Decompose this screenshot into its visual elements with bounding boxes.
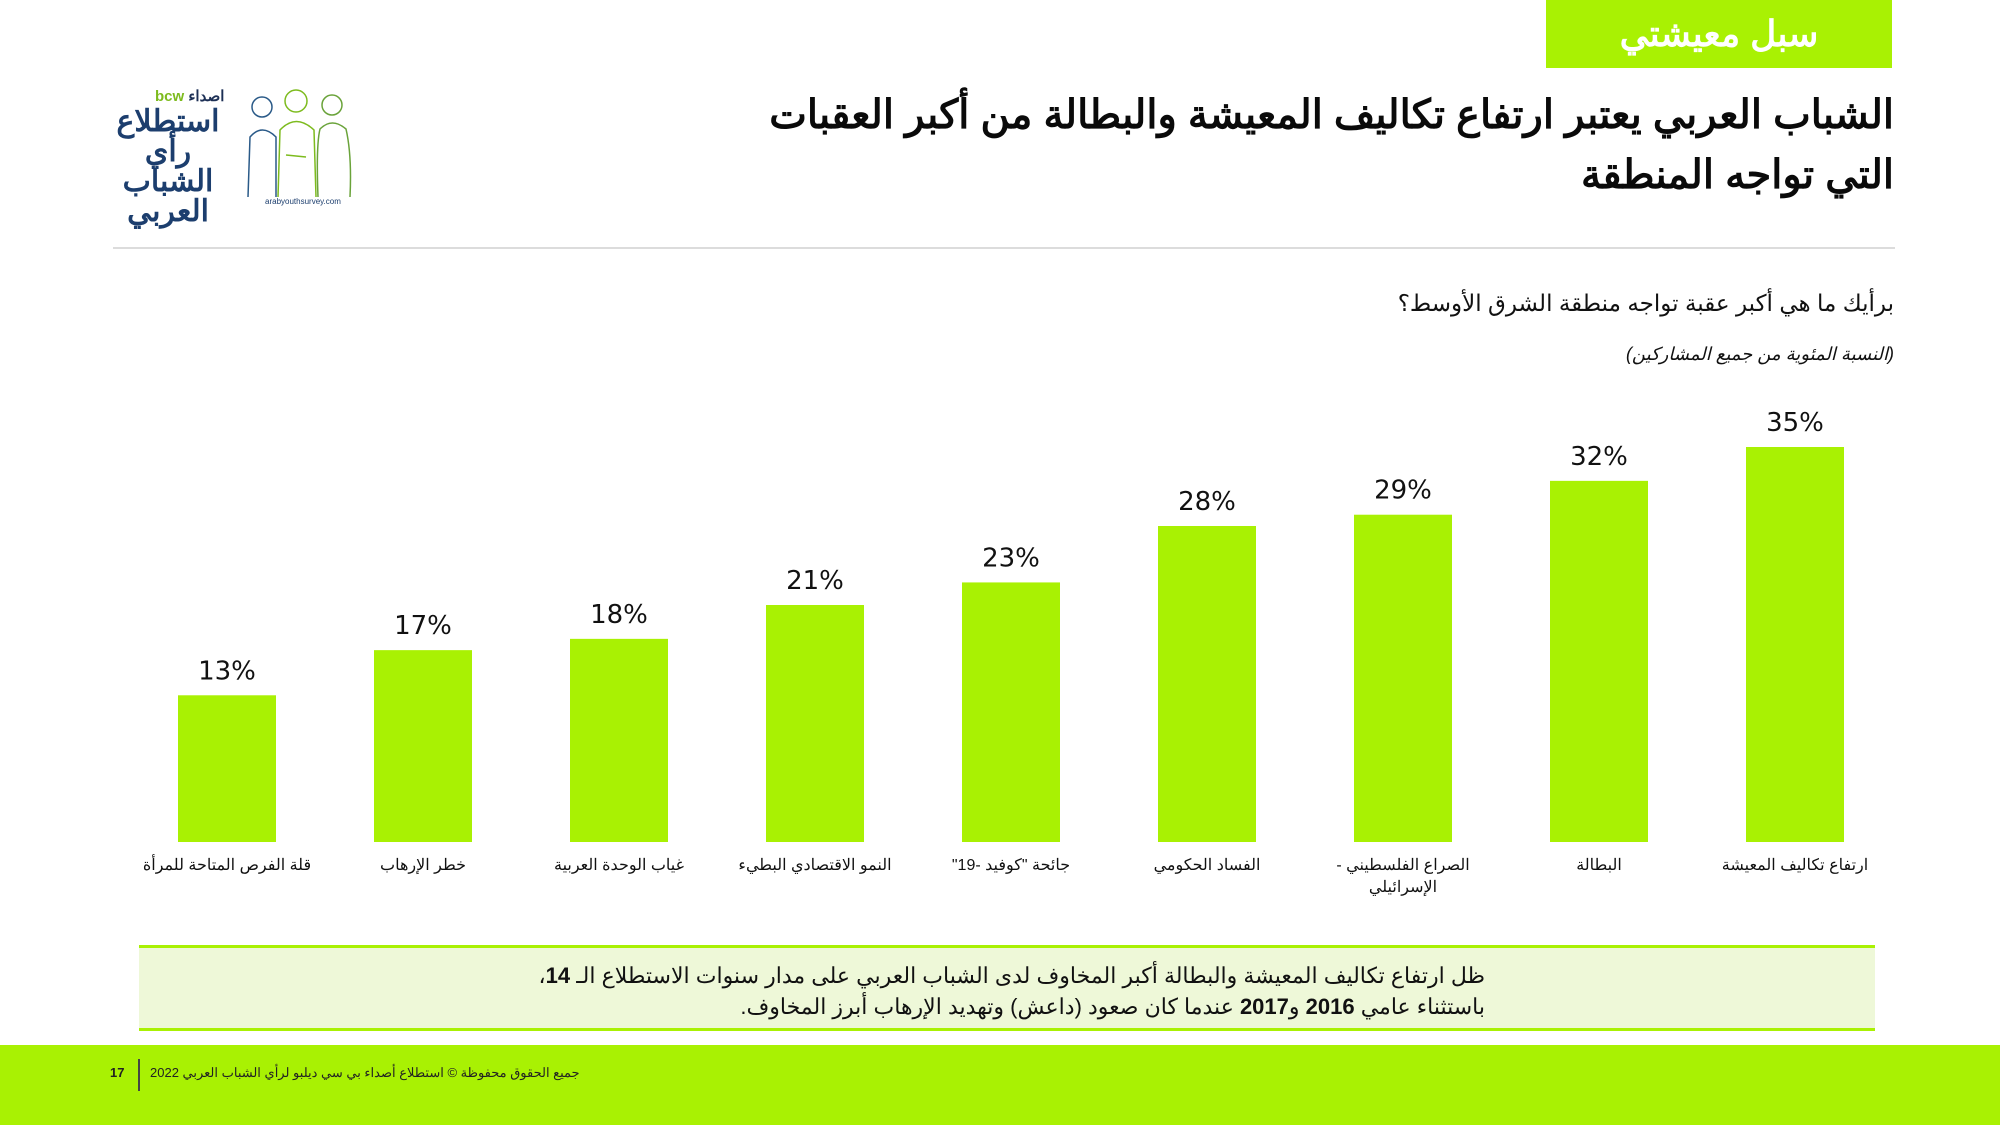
takeaway-line-2: باستثناء عامي 2016 و2017 عندما كان صعود … (740, 994, 1485, 1019)
category-label-3: غياب الوحدة العربية (554, 857, 684, 874)
bar-1 (178, 695, 276, 842)
takeaway-line-1: ظل ارتفاع تكاليف المعيشة والبطالة أكبر ا… (538, 963, 1485, 988)
page-number: 17 (110, 1065, 125, 1080)
takeaway-box: ظل ارتفاع تكاليف المعيشة والبطالة أكبر ا… (139, 945, 1875, 1031)
value-label-9: 35% (1766, 408, 1824, 438)
logo-title: استطلاع رأي الشباب العربي (116, 105, 220, 228)
category-label-5: جائحة "كوفيد -19" (952, 857, 1070, 874)
title-divider (113, 247, 1895, 249)
logo-url: arabyouthsurvey.com (265, 197, 341, 206)
bar-9 (1746, 447, 1844, 842)
value-label-1: 13% (198, 656, 256, 686)
value-label-3: 18% (590, 600, 648, 630)
category-label-1: قلة الفرص المتاحة للمرأة (143, 854, 311, 874)
copyright-text: جميع الحقوق محفوظة © استطلاع أصداء بي سي… (150, 1065, 580, 1080)
bar-3 (570, 638, 668, 842)
value-label-2: 17% (394, 611, 452, 641)
category-label-9: ارتفاع تكاليف المعيشة (1722, 857, 1868, 874)
value-label-5: 23% (982, 543, 1040, 573)
category-label-4: النمو الاقتصادي البطيء (738, 857, 891, 874)
value-label-4: 21% (786, 566, 844, 596)
category-label-7: الصراع الفلسطيني -الإسرائيلي (1336, 857, 1469, 896)
bar-5 (962, 582, 1060, 842)
bar-8 (1550, 480, 1648, 842)
section-tag: سبل معيشتي (1546, 0, 1892, 68)
category-label-8: البطالة (1576, 857, 1622, 874)
base-note: (النسبة المئوية من جميع المشاركين) (1625, 344, 1894, 364)
bar-4 (766, 605, 864, 842)
bcw-asda-wordmark: bcw اصداء (155, 88, 225, 105)
footer-bar: 17 جميع الحقوق محفوظة © استطلاع أصداء بي… (0, 1045, 2000, 1125)
survey-logo: bcw اصداء استطلاع رأي الشباب العربي arab… (110, 85, 360, 227)
page-title: الشباب العربي يعتبر ارتفاع تكاليف المعيش… (769, 93, 1894, 197)
value-label-6: 28% (1178, 487, 1236, 517)
footer-separator (138, 1059, 140, 1091)
bar-2 (374, 650, 472, 842)
bar-6 (1158, 526, 1256, 842)
category-label-6: الفساد الحكومي (1154, 857, 1261, 874)
survey-question: برأيك ما هي أكبر عقبة تواجه منطقة الشرق … (1397, 290, 1894, 316)
category-label-2: خطر الإرهاب (380, 857, 466, 874)
value-label-8: 32% (1570, 442, 1628, 472)
youth-figures-icon (247, 89, 352, 198)
bar-7 (1354, 514, 1452, 842)
value-label-7: 29% (1374, 476, 1432, 506)
